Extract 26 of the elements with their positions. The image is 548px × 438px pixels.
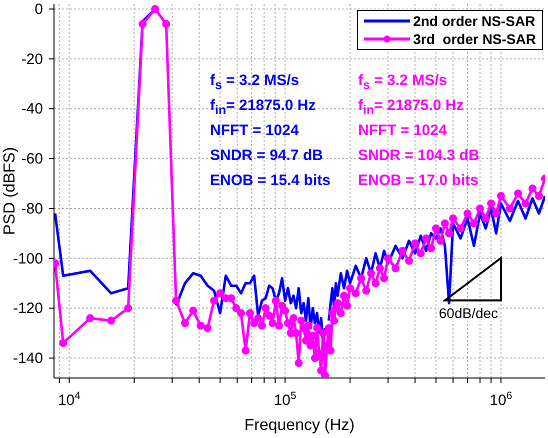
x-tick-label: 10$^{4}$ (58, 390, 81, 409)
y-axis-title: PSD (dBFS) (2, 146, 18, 236)
annotation: 60dB/dec (438, 304, 498, 321)
legend-label: 2nd order NS-SAR (413, 12, 536, 30)
annotation: f$_{in}$= 21875.0 Hz (358, 97, 464, 117)
y-tick-label: -60 (21, 150, 43, 168)
x-axis-title: Frequency (Hz) (244, 417, 355, 434)
y-tick-label: -80 (21, 200, 43, 218)
annotation: f$_{in}$= 21875.0 Hz (210, 97, 316, 117)
annotation: f$_{s}$ = 3.2 MS/s (358, 72, 448, 92)
annotation: NFFT = 1024 (210, 122, 299, 139)
annotation: NFFT = 1024 (358, 122, 447, 139)
legend-label: 3rd order NS-SAR (413, 30, 536, 48)
y-tick-label: 0 (34, 0, 43, 18)
annotation: ENOB = 17.0 bits (358, 172, 478, 189)
annotation: SNDR = 94.7 dB (210, 147, 323, 164)
y-tick-label: -40 (21, 100, 43, 118)
annotation: f$_{s}$ = 3.2 MS/s (210, 72, 300, 92)
y-tick-label: -140 (12, 350, 43, 368)
y-tick-label: -20 (21, 50, 43, 68)
x-tick-label: 10$^{6}$ (490, 390, 512, 409)
annotation: SNDR = 104.3 dB (358, 147, 480, 164)
y-tick-label: -100 (12, 250, 43, 268)
annotation: ENOB = 15.4 bits (210, 172, 330, 189)
x-tick-label: 10$^{5}$ (274, 390, 297, 409)
y-tick-label: -120 (12, 300, 43, 318)
